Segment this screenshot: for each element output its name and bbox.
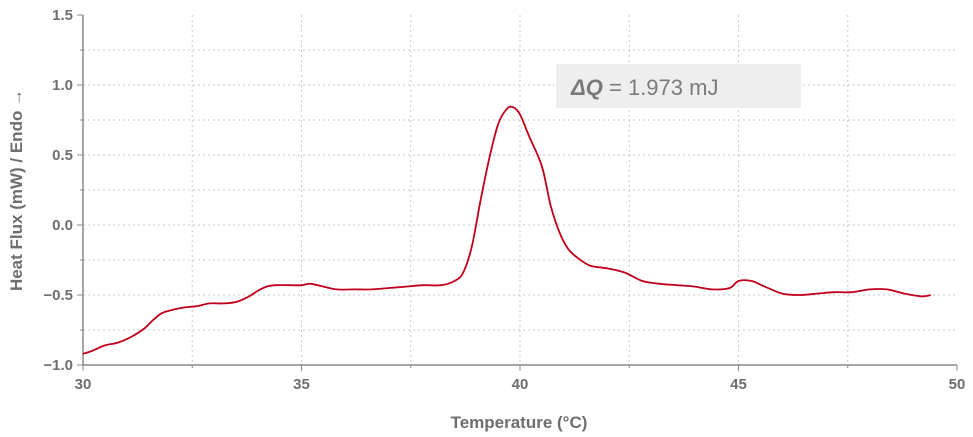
annotation-text: ΔQ = 1.973 mJ — [570, 75, 718, 100]
x-tick-label: 30 — [75, 376, 92, 393]
x-tick-label: 35 — [293, 376, 310, 393]
annotation-background — [556, 64, 801, 108]
series — [82, 105, 931, 355]
heat-flux-line — [82, 105, 931, 355]
x-axis-title: Temperature (°C) — [451, 413, 588, 432]
y-tick-label: 1.0 — [52, 77, 73, 94]
y-tick-label: 1.5 — [52, 7, 73, 24]
grid — [83, 15, 957, 365]
y-tick-label: 0.0 — [52, 217, 73, 234]
axes — [77, 14, 958, 371]
x-tick-label: 45 — [730, 376, 747, 393]
y-tick-label: −1.0 — [43, 357, 73, 374]
y-tick-label: −0.5 — [43, 287, 73, 304]
y-tick-label: 0.5 — [52, 147, 73, 164]
annotation-value: = 1.973 mJ — [603, 75, 719, 100]
x-tick-label: 50 — [949, 376, 966, 393]
x-tick-label: 40 — [512, 376, 529, 393]
tick-labels: 30 35 40 45 50 −1.0 −0.5 0.0 0.5 1.0 1.5 — [43, 7, 965, 393]
y-axis-title: Heat Flux (mW) / Endo → — [7, 89, 26, 291]
annotation-symbol: ΔQ — [570, 75, 603, 100]
annotation-box: ΔQ = 1.973 mJ — [556, 64, 801, 108]
